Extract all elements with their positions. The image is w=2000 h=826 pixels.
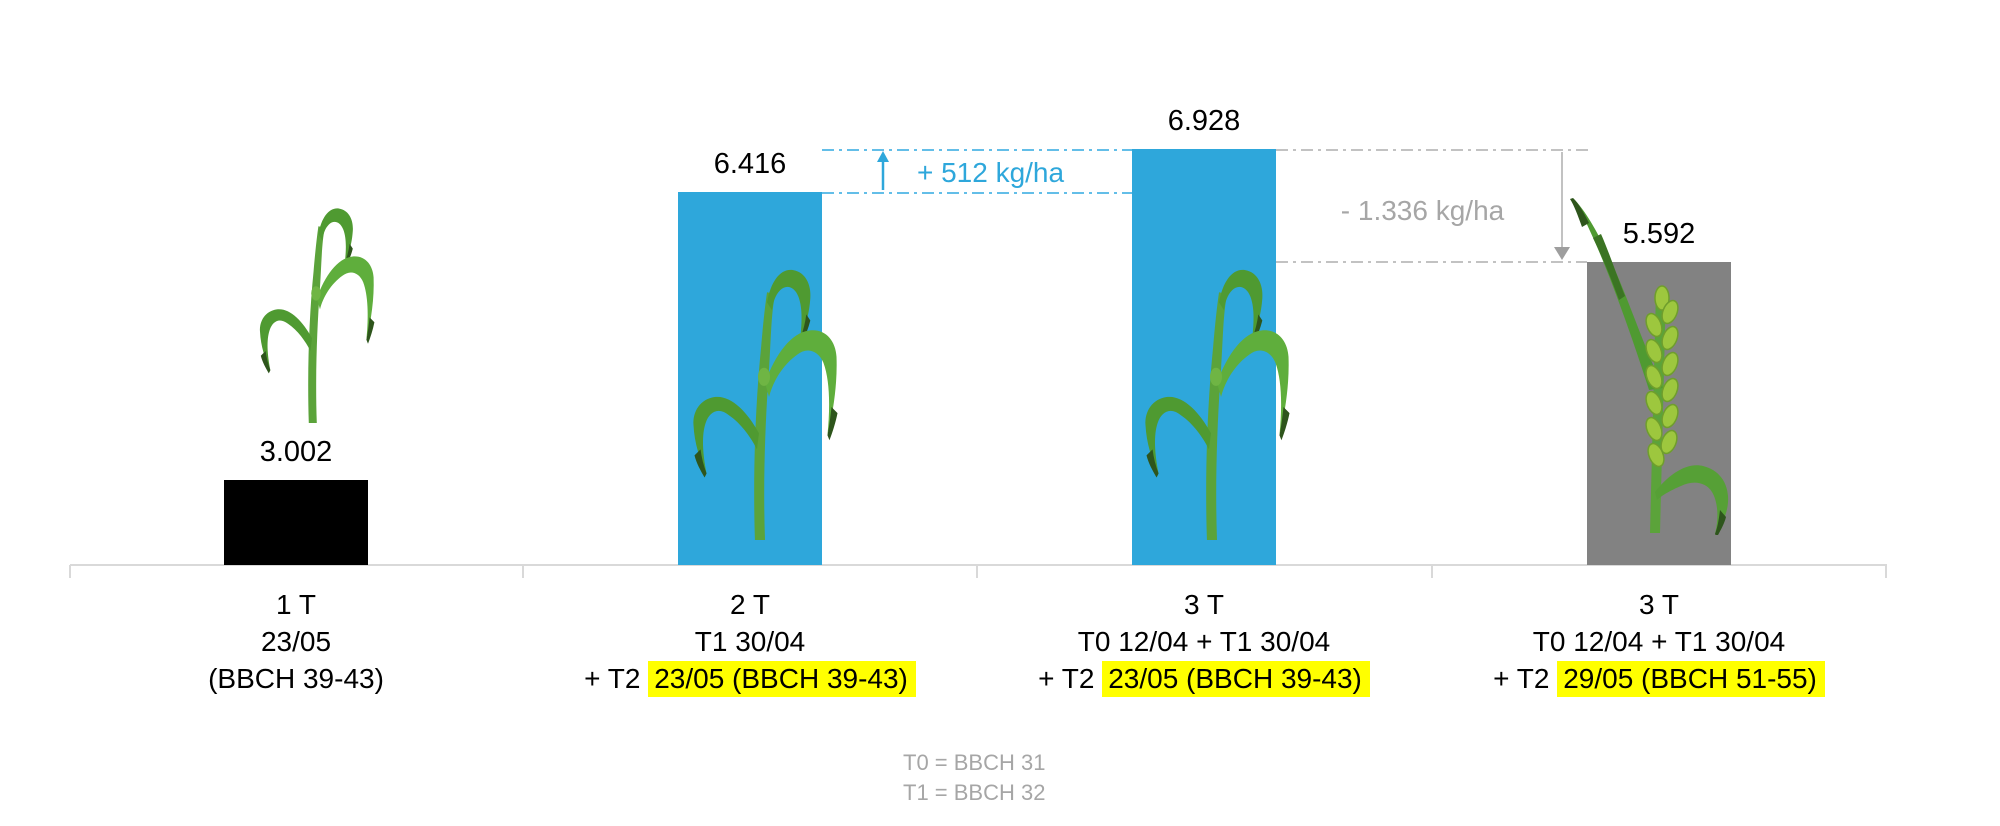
x-axis-tick (522, 565, 524, 578)
category-line1: 1 T (276, 589, 316, 620)
category-label-3T-late: 3 T T0 12/04 + T1 30/04 + T2 29/05 (BBCH… (1419, 586, 1899, 697)
wheat-plant-vegetative-icon (1130, 258, 1302, 540)
category-label-3T-early: 3 T T0 12/04 + T1 30/04 + T2 23/05 (BBCH… (964, 586, 1444, 697)
category-line3: (BBCH 39-43) (208, 663, 384, 694)
bar-value-label: 6.416 (713, 148, 787, 180)
x-axis-line (70, 564, 1887, 566)
category-line1: 2 T (730, 589, 770, 620)
footnote-line2: T1 = BBCH 32 (903, 780, 1046, 805)
bar-3T-early (1132, 149, 1276, 565)
wheat-plant-vegetative-icon (678, 258, 850, 540)
bar-value-label: 5.592 (1622, 218, 1696, 250)
highlighted-treatment-date: 23/05 (BBCH 39-43) (648, 661, 916, 697)
x-axis-tick (976, 565, 978, 578)
category-line1: 3 T (1639, 589, 1679, 620)
x-axis-tick (1431, 565, 1433, 578)
bar-1T (224, 480, 368, 565)
delta-gain-annotation: + 512 kg/ha (916, 157, 1065, 188)
delta-loss-annotation: - 1.336 kg/ha (1340, 195, 1505, 226)
category-label-2T: 2 T T1 30/04 + T2 23/05 (BBCH 39-43) (510, 586, 990, 697)
bar-value-label: 3.002 (259, 436, 333, 468)
category-line3: + T2 23/05 (BBCH 39-43) (964, 660, 1444, 697)
bar-value-label: 6.928 (1167, 105, 1241, 137)
x-axis-tick (69, 565, 71, 578)
category-line2: T0 12/04 + T1 30/04 (1532, 626, 1786, 657)
wheat-plant-vegetative-icon (248, 196, 384, 426)
category-line2: T1 30/04 (694, 626, 806, 657)
category-line3: + T2 23/05 (BBCH 39-43) (510, 660, 990, 697)
bar-2T (678, 192, 822, 565)
category-line1: 3 T (1184, 589, 1224, 620)
footnote-legend: T0 = BBCH 31 T1 = BBCH 32 (903, 748, 1045, 808)
x-axis-tick (1885, 565, 1887, 578)
category-line3: + T2 29/05 (BBCH 51-55) (1419, 660, 1899, 697)
footnote-line1: T0 = BBCH 31 (903, 750, 1046, 775)
highlighted-treatment-date: 23/05 (BBCH 39-43) (1102, 661, 1370, 697)
category-line2: T0 12/04 + T1 30/04 (1077, 626, 1331, 657)
category-label-1T: 1 T 23/05 (BBCH 39-43) (56, 586, 536, 697)
highlighted-treatment-date: 29/05 (BBCH 51-55) (1557, 661, 1825, 697)
category-line2: 23/05 (260, 626, 332, 657)
